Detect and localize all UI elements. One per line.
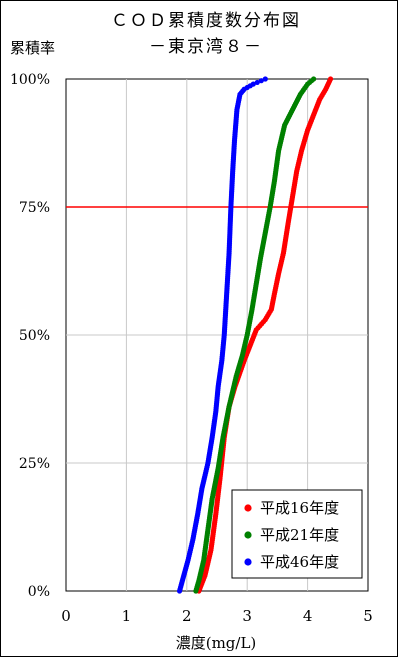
legend-marker <box>244 558 252 566</box>
data-point <box>258 78 264 84</box>
tick-labels: 0 1 2 3 4 50%25%50%75%100% <box>10 72 373 625</box>
chart-subtitle: －東京湾８－ <box>149 37 263 57</box>
y-axis-label: 累積率 <box>10 39 55 57</box>
legend-label: 平成46年度 <box>260 553 339 571</box>
x-tick-label: 3 <box>242 607 252 625</box>
x-tick-label: 2 <box>182 607 192 625</box>
data-point <box>327 76 334 82</box>
series-2 <box>193 76 317 594</box>
x-tick-label: 1 <box>122 607 132 625</box>
x-tick-label: 0 <box>61 607 71 625</box>
x-axis-label: 濃度(mg/L) <box>176 634 257 652</box>
series-layer <box>176 76 334 594</box>
legend-label: 平成21年度 <box>260 526 339 544</box>
legend-marker <box>244 531 252 539</box>
x-tick-label: 5 <box>363 607 373 625</box>
y-tick-label: 25% <box>19 456 50 472</box>
legend-marker <box>244 504 252 512</box>
data-point <box>250 81 256 87</box>
series-3 <box>176 76 268 594</box>
x-tick-label: 4 <box>303 607 313 625</box>
y-tick-label: 0% <box>28 584 50 600</box>
data-point <box>254 79 260 86</box>
data-point <box>262 76 268 82</box>
legend-label: 平成16年度 <box>260 499 339 517</box>
y-tick-label: 75% <box>19 200 50 216</box>
y-tick-label: 100% <box>10 72 50 88</box>
chart-title: ＣＯＤ累積度数分布図 <box>111 11 301 31</box>
data-point <box>311 76 317 82</box>
legend-box <box>231 489 363 579</box>
y-tick-label: 50% <box>19 328 50 344</box>
